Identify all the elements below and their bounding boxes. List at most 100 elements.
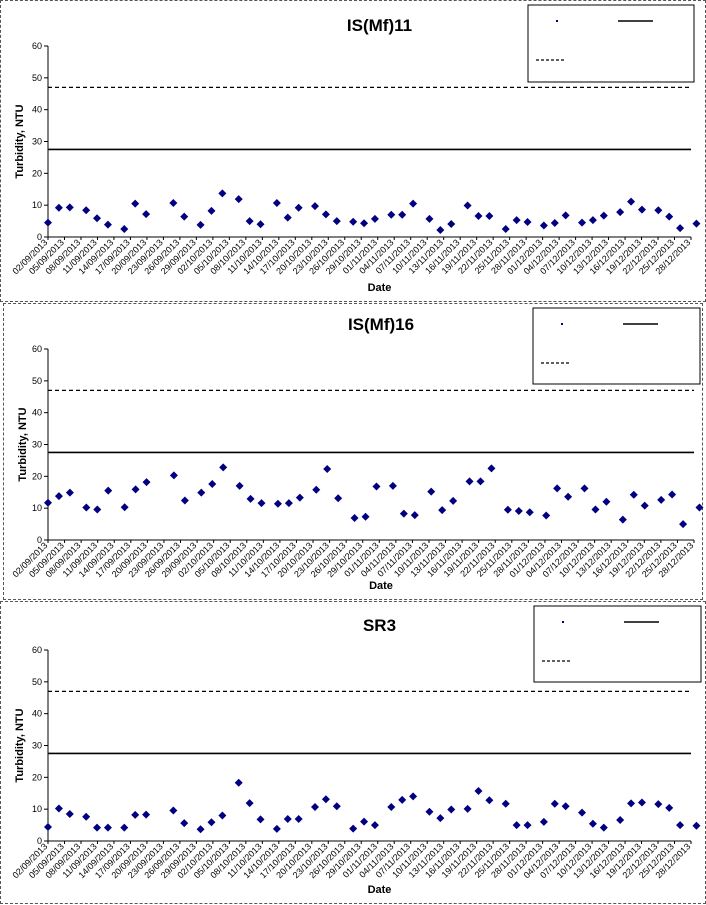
data-point	[627, 197, 636, 206]
data-point	[578, 808, 587, 817]
data-point	[332, 802, 341, 811]
data-point	[599, 823, 608, 832]
y-tick-label: 10	[32, 200, 42, 210]
legend-box	[527, 4, 695, 83]
data-point	[501, 799, 510, 808]
data-point	[523, 821, 532, 830]
data-point	[294, 203, 303, 212]
data-point	[692, 821, 701, 830]
data-point	[283, 815, 292, 824]
data-point	[272, 824, 281, 833]
data-point	[550, 218, 559, 227]
data-point	[294, 815, 303, 824]
data-point	[44, 822, 52, 831]
legend	[533, 605, 702, 683]
data-point	[564, 492, 573, 501]
data-point	[120, 225, 129, 234]
data-point	[131, 810, 140, 819]
data-point	[425, 214, 434, 223]
data-point	[218, 189, 227, 198]
y-tick-label: 40	[32, 408, 42, 418]
data-point	[409, 792, 418, 801]
data-point	[474, 787, 483, 796]
data-point	[665, 803, 674, 812]
y-tick-label: 0	[37, 535, 42, 545]
data-point	[637, 798, 646, 807]
data-point	[142, 478, 151, 487]
y-tick-label: 0	[37, 232, 42, 242]
data-point	[503, 505, 512, 514]
data-point	[485, 796, 494, 805]
data-point	[692, 219, 701, 228]
data-point	[349, 217, 358, 226]
data-point	[436, 814, 445, 823]
data-point	[54, 804, 63, 813]
data-point	[169, 471, 178, 480]
data-point	[197, 488, 206, 497]
data-point	[640, 501, 649, 510]
data-point	[618, 515, 627, 524]
data-point	[637, 205, 646, 214]
data-point	[295, 493, 304, 502]
data-point	[514, 507, 523, 516]
data-point	[361, 512, 370, 521]
y-tick-label: 10	[32, 804, 42, 814]
legend-marker-icon	[556, 20, 558, 22]
data-point	[438, 506, 447, 515]
data-point	[93, 823, 102, 832]
data-point	[246, 494, 255, 503]
data-point	[550, 799, 559, 808]
x-axis-label: Date	[368, 282, 392, 294]
data-point	[235, 481, 244, 490]
x-axis-label: Date	[369, 580, 393, 592]
x-axis-label: Date	[368, 884, 392, 896]
chart-panel-ismf11: IS(Mf)11 0 10 20 30 40 50 60 02/09/2013 05/09/201…	[0, 0, 706, 302]
data-point	[388, 481, 397, 490]
data-point	[463, 201, 472, 210]
data-point	[169, 806, 178, 815]
data-point	[487, 464, 496, 473]
data-point	[218, 811, 227, 820]
legend-box	[533, 605, 702, 683]
data-point	[588, 216, 597, 225]
y-tick-label: 60	[32, 41, 42, 51]
chart-title: SR3	[363, 616, 396, 635]
data-point	[234, 195, 243, 204]
data-point	[665, 212, 674, 221]
data-point	[93, 214, 102, 223]
data-point	[311, 802, 320, 811]
y-tick-label: 20	[32, 772, 42, 782]
data-point	[629, 490, 638, 499]
data-point	[103, 823, 112, 832]
data-point	[599, 211, 608, 220]
data-point	[273, 499, 282, 508]
data-point	[523, 218, 532, 227]
y-tick-label: 30	[32, 741, 42, 751]
data-point	[627, 799, 636, 808]
y-axis-label: Turbidity, NTU	[14, 104, 26, 178]
data-point	[65, 809, 74, 818]
data-point	[501, 225, 510, 234]
data-point	[131, 199, 140, 208]
y-tick-label: 30	[32, 440, 42, 450]
y-tick-label: 60	[32, 344, 42, 354]
data-point	[668, 490, 677, 499]
data-point	[425, 807, 434, 816]
data-point	[476, 477, 485, 486]
data-point	[679, 520, 688, 529]
legend-marker-icon	[561, 323, 563, 325]
y-tick-label: 20	[32, 471, 42, 481]
y-tick-label: 30	[32, 137, 42, 147]
legend	[527, 4, 695, 83]
chart-svg: SR3010203040506002/09/201305/09/201308/0…	[10, 605, 702, 896]
data-point	[207, 818, 216, 827]
data-point	[131, 485, 140, 494]
data-point	[542, 511, 551, 520]
data-point	[196, 825, 205, 834]
data-point	[588, 819, 597, 828]
data-point	[284, 499, 293, 508]
data-point	[245, 799, 254, 808]
data-point	[657, 495, 666, 504]
data-point	[256, 220, 265, 229]
data-point	[120, 823, 129, 832]
